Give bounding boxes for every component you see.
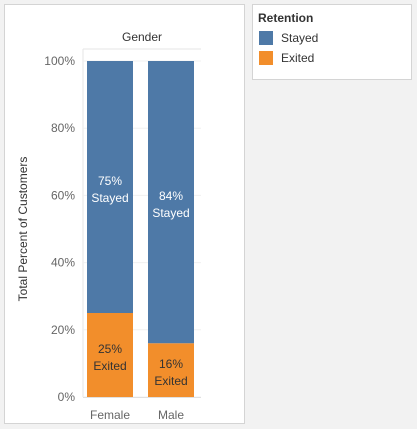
- legend-panel: Retention Stayed Exited: [252, 4, 412, 80]
- bar-exited-female: [87, 313, 133, 397]
- y-tick-label: 0%: [58, 390, 76, 404]
- data-label-exited-female: 25% Exited: [93, 342, 126, 373]
- legend-item-stayed[interactable]: Stayed: [259, 30, 318, 46]
- chart-panel: Gender 0% 20% 40% 60% 80% 100% Total Percent of…: [4, 4, 245, 424]
- legend-label-exited: Exited: [281, 51, 315, 65]
- legend-label-stayed: Stayed: [281, 31, 319, 45]
- data-label-stayed-male: 84% Stayed: [152, 189, 189, 220]
- x-category-label-female: Female: [90, 408, 130, 422]
- x-category-label-male: Male: [158, 408, 184, 422]
- bar-exited-male: [148, 343, 194, 397]
- bar-stayed-male: [148, 61, 194, 344]
- data-label-exited-male: 16% Exited: [154, 357, 187, 388]
- y-tick-label: 80%: [51, 121, 75, 135]
- data-label-stayed-female: 75% Stayed: [91, 174, 128, 205]
- y-tick-label: 40%: [51, 256, 75, 270]
- y-axis-label: Total Percent of Customers: [16, 157, 30, 302]
- legend-title: Retention: [258, 11, 314, 25]
- y-tick-label: 60%: [51, 188, 75, 202]
- legend-item-exited[interactable]: Exited: [259, 50, 314, 66]
- legend-swatch-exited: [259, 51, 273, 65]
- y-tick-label: 20%: [51, 323, 75, 337]
- legend-swatch-stayed: [259, 31, 273, 45]
- column-header: Gender: [122, 30, 162, 44]
- y-tick-label: 100%: [44, 54, 75, 68]
- bar-stayed-female: [87, 61, 133, 313]
- stacked-bar-chart: Gender 0% 20% 40% 60% 80% 100% Total Percent of…: [16, 30, 201, 422]
